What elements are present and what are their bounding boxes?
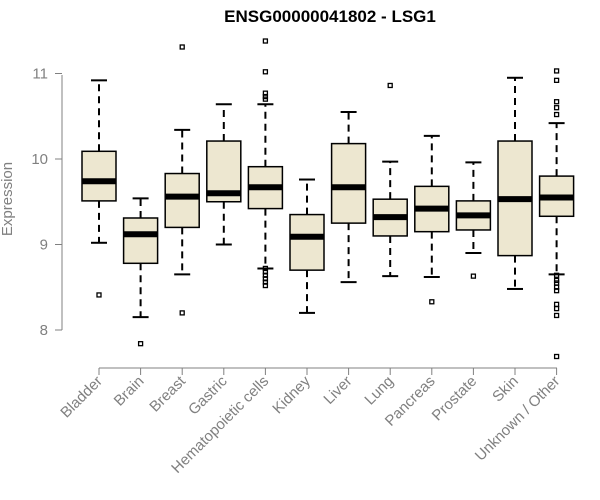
outlier-point bbox=[553, 111, 560, 118]
outlier-point bbox=[262, 96, 269, 102]
outlier-point bbox=[553, 353, 560, 360]
box bbox=[289, 213, 325, 271]
box-group bbox=[497, 76, 533, 290]
outlier-point bbox=[553, 272, 560, 278]
outlier-point bbox=[262, 38, 269, 44]
box-group bbox=[122, 197, 159, 347]
outlier-point bbox=[137, 341, 144, 347]
outlier-point bbox=[553, 68, 560, 74]
outlier-point bbox=[96, 292, 102, 298]
outlier-point bbox=[553, 105, 560, 111]
box bbox=[122, 217, 159, 265]
y-tick-label: 8 bbox=[40, 322, 48, 339]
outlier-point bbox=[553, 301, 560, 308]
x-tick-label: Liver bbox=[320, 373, 355, 408]
x-tick-label: Skin bbox=[489, 373, 522, 406]
y-tick-label: 11 bbox=[32, 66, 48, 83]
outlier-point bbox=[470, 273, 477, 279]
box-group bbox=[455, 161, 492, 279]
outlier-point bbox=[179, 44, 185, 50]
x-tick-label: Kidney bbox=[269, 372, 314, 417]
y-ticks: 8 9 10 11 bbox=[31, 66, 62, 339]
x-tick-label: Prostate bbox=[429, 373, 481, 425]
box-group bbox=[372, 82, 408, 278]
x-tick-label: Bladder bbox=[57, 373, 106, 422]
box-group bbox=[247, 38, 284, 289]
outlier-point bbox=[387, 82, 393, 89]
outlier-point bbox=[553, 288, 560, 294]
outlier-point bbox=[429, 299, 435, 305]
outlier-point bbox=[179, 310, 185, 316]
outlier-point bbox=[553, 312, 560, 319]
chart-title: ENSG00000041802 - LSG1 bbox=[224, 7, 436, 26]
outlier-point bbox=[553, 305, 560, 312]
y-tick-label: 10 bbox=[31, 151, 48, 168]
y-axis-label: Expression bbox=[0, 162, 16, 236]
outlier-point bbox=[262, 282, 269, 289]
box-group bbox=[81, 79, 117, 298]
box-group bbox=[206, 103, 242, 246]
box bbox=[330, 142, 367, 224]
y-tick-label: 9 bbox=[40, 237, 48, 254]
box bbox=[81, 150, 117, 202]
box-group bbox=[330, 110, 367, 284]
x-tick-label: Breast bbox=[146, 372, 189, 415]
boxes bbox=[81, 38, 575, 360]
outlier-point bbox=[262, 69, 269, 75]
box-group bbox=[538, 68, 575, 360]
box-group bbox=[414, 134, 450, 305]
box-group bbox=[164, 44, 200, 316]
x-tick-label: Brain bbox=[111, 373, 148, 410]
outlier-point bbox=[553, 99, 560, 105]
box bbox=[164, 172, 200, 229]
x-tick-label: Lung bbox=[361, 373, 397, 409]
box-group bbox=[289, 178, 325, 314]
outlier-point bbox=[553, 77, 560, 83]
